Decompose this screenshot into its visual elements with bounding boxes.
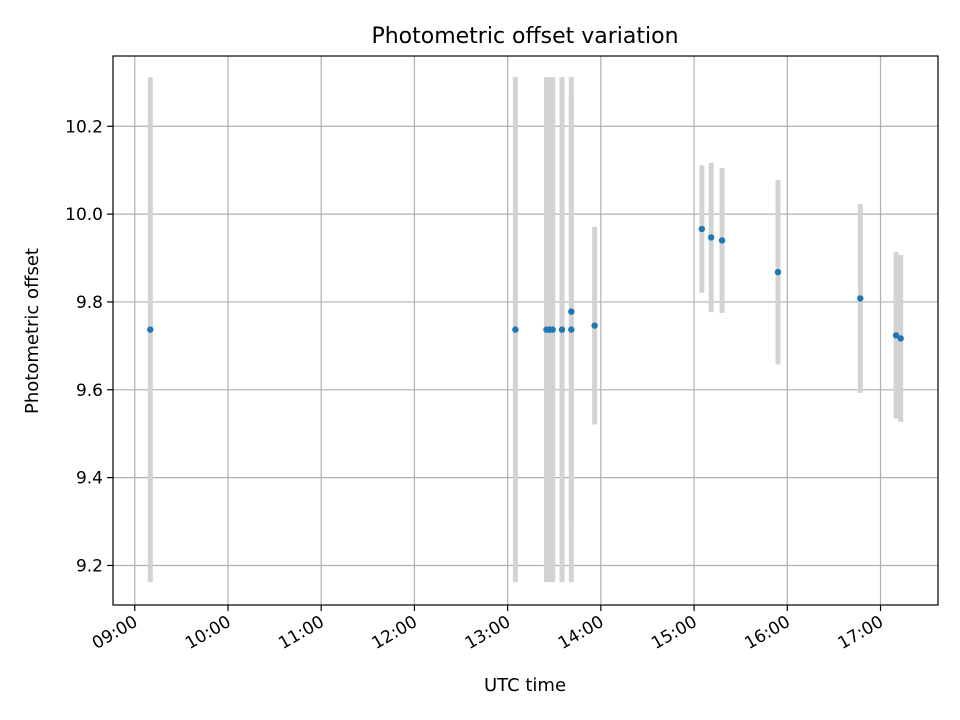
data-points: [147, 225, 904, 342]
data-point: [147, 326, 154, 333]
data-point: [718, 237, 726, 244]
plot-frame: [112, 55, 939, 606]
x-axis-label: UTC time: [484, 675, 566, 696]
data-point: [591, 322, 598, 329]
y-tick-label: 9.2: [76, 556, 103, 576]
data-point: [892, 332, 900, 339]
y-tick-label: 10.0: [65, 205, 103, 225]
y-tick-label: 9.4: [76, 469, 103, 489]
data-point: [568, 308, 575, 315]
y-tick-label: 9.6: [76, 381, 103, 401]
data-point: [568, 326, 575, 333]
data-point: [774, 268, 782, 276]
data-point: [707, 234, 715, 241]
chart-title: Photometric offset variation: [371, 24, 678, 49]
y-tick-label: 10.2: [65, 117, 103, 137]
data-point: [512, 326, 519, 333]
y-axis-ticks: 9.2 9.4 9.6 9.8 10.0 10.2: [65, 117, 113, 576]
data-point: [698, 225, 706, 233]
data-point: [549, 326, 556, 333]
data-point: [558, 326, 566, 333]
y-tick-label: 9.8: [76, 293, 103, 313]
data-point: [857, 295, 864, 302]
grid-lines: [113, 56, 938, 605]
y-axis-label: Photometric offset: [22, 248, 43, 414]
data-point: [897, 335, 904, 342]
